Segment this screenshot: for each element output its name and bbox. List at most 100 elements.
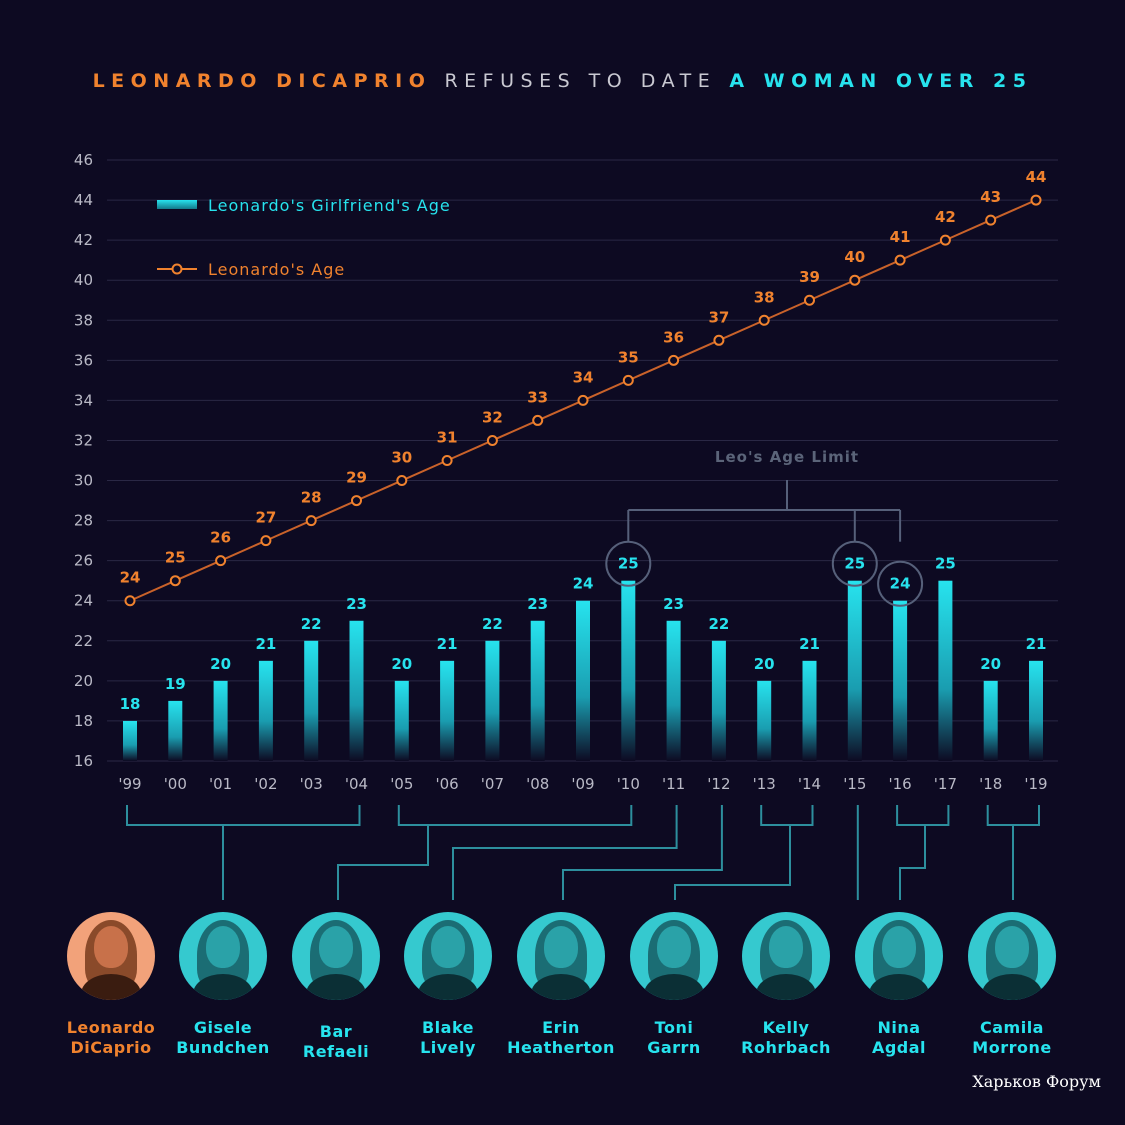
leonardo-age-point: [804, 294, 815, 306]
connector: [337, 825, 429, 900]
leonardo-age-point: [668, 354, 680, 366]
leonardo-age-label: 36: [663, 328, 684, 346]
girlfriend-age-bar: [440, 660, 455, 761]
y-tick-label: 34: [74, 391, 93, 409]
person-last-name: Heatherton: [507, 1038, 615, 1057]
girlfriend-age-label: 25: [935, 555, 956, 573]
connector: [899, 825, 926, 900]
x-tick-label: '09: [571, 775, 594, 793]
x-tick-label: '04: [345, 775, 368, 793]
girlfriend-age-label: 22: [482, 615, 503, 633]
title-part-limit: A WOMAN OVER 25: [729, 70, 1033, 92]
leonardo-age-label: 41: [890, 228, 911, 246]
watermark: Харьков Форум: [972, 1072, 1101, 1091]
person-first-name: Erin: [542, 1018, 580, 1037]
x-tick-label: '12: [707, 775, 730, 793]
x-tick-label: '00: [164, 775, 187, 793]
connector: [760, 805, 814, 826]
girlfriend-age-label: 20: [754, 655, 775, 673]
person-first-name: Toni: [654, 1018, 694, 1037]
leonardo-age-label: 34: [573, 368, 594, 386]
leonardo-age-point: [305, 515, 317, 527]
leonardo-age-point: [441, 455, 453, 466]
person-first-name: Camila: [980, 1018, 1044, 1037]
leonardo-age-point: [849, 274, 861, 286]
girlfriend-age-label: 24: [573, 575, 594, 593]
y-tick-label: 42: [74, 231, 93, 249]
age-limit-circle: [877, 560, 924, 607]
x-tick-label: '14: [798, 775, 821, 793]
girlfriend-age-label: 20: [210, 655, 231, 673]
y-tick-label: 28: [74, 512, 93, 530]
x-axis: '99 '00 '01 '02 '03 '04 '05 '06 '07 '08 '09 '10 '11 '…: [118, 775, 1047, 793]
leonardo-age-point: [894, 254, 906, 266]
leonardo-age-point: [939, 234, 951, 246]
connector: [126, 805, 361, 826]
y-tick-label: 16: [74, 752, 93, 770]
leonardo-age-point: [486, 434, 498, 446]
girlfriend-age-bar: [168, 700, 183, 761]
y-tick-label: 32: [74, 431, 93, 449]
connector: [896, 805, 950, 826]
x-tick-label: '18: [979, 775, 1002, 793]
girlfriend-age-bar: [485, 640, 500, 761]
girlfriend-age-label: 23: [527, 595, 548, 613]
leonardo-age-label: 44: [1026, 168, 1047, 186]
chart-title: LEONARDO DICAPRIO REFUSES TO DATE A WOMA…: [0, 70, 1125, 92]
legend-line-marker: [171, 263, 183, 275]
person-last-name: Agdal: [871, 1038, 927, 1057]
girlfriend-age-label: 25: [844, 555, 865, 573]
girlfriend-age-label: 22: [301, 615, 322, 633]
person-last-name: Bundchen: [176, 1038, 270, 1057]
x-tick-label: '99: [118, 775, 141, 793]
age-chart: 16 18 20 22 24 26 28 30 32 34 36 38 40 42 44 46 18 19 20 2…: [74, 151, 1058, 900]
y-tick-label: 24: [74, 592, 93, 610]
leonardo-age-label: 40: [844, 248, 865, 266]
girlfriend-age-bar: [1029, 660, 1043, 761]
girlfriend-age-bar: [258, 660, 273, 761]
x-tick-label: '06: [435, 775, 458, 793]
avatar-photo: [292, 912, 380, 1000]
avatar-photo: [968, 912, 1056, 1000]
person-last-name: Morrone: [972, 1038, 1052, 1057]
leonardo-age-label: 35: [618, 348, 639, 366]
y-axis: 16 18 20 22 24 26 28 30 32 34 36 38 40 42 44 46: [74, 151, 93, 770]
person-toni: Toni Garrn: [609, 912, 739, 1058]
girlfriend-age-bar: [802, 660, 817, 761]
girlfriend-age-label: 23: [346, 595, 367, 613]
legend: Leonardo's Girlfriend's Age Leonardo's A…: [157, 196, 450, 279]
girlfriend-age-label: 21: [1026, 635, 1047, 653]
leonardo-age-point: [215, 555, 227, 567]
leonardo-age-label: 30: [391, 449, 412, 467]
girlfriend-age-bar: [394, 680, 409, 761]
line-series: 24 25 26 27 28 29 30 31 32 33 34 35 36 37 38 39 40 41 42 43…: [120, 168, 1047, 607]
leonardo-age-point: [985, 214, 997, 226]
leonardo-age-point: [532, 414, 544, 426]
age-limit-annotation: Leo's Age Limit: [605, 448, 924, 607]
person-camila: Camila Morrone: [947, 912, 1077, 1058]
girlfriend-age-label: 25: [618, 555, 639, 573]
girlfriend-age-bar: [893, 600, 908, 761]
person-gisele: Gisele Bundchen: [158, 912, 288, 1058]
avatar-photo: [742, 912, 830, 1000]
girlfriend-age-label: 21: [255, 635, 276, 653]
y-tick-label: 26: [74, 552, 93, 570]
leonardo-age-label: 31: [437, 429, 458, 447]
person-first-name: Bar: [319, 1022, 353, 1041]
y-tick-label: 20: [74, 672, 93, 690]
girlfriend-age-label: 21: [437, 635, 458, 653]
x-tick-label: '15: [843, 775, 866, 793]
girlfriend-age-label: 20: [980, 655, 1001, 673]
title-part-verb: REFUSES TO DATE: [444, 70, 717, 92]
girlfriend-age-bar: [757, 680, 772, 761]
y-tick-label: 18: [74, 712, 93, 730]
leonardo-age-label: 29: [346, 469, 367, 487]
y-tick-label: 22: [74, 632, 93, 650]
girlfriend-age-bar: [576, 600, 590, 761]
girlfriend-age-label: 19: [165, 675, 186, 693]
girlfriend-age-label: 23: [663, 595, 684, 613]
x-tick-label: '17: [934, 775, 957, 793]
person-last-name: Garrn: [647, 1038, 701, 1057]
person-last-name: Lively: [420, 1038, 476, 1057]
avatar-photo: [517, 912, 605, 1000]
